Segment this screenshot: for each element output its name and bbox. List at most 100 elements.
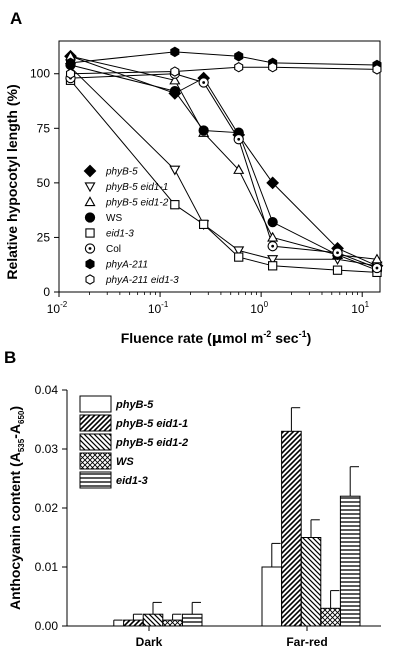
y-tick-label: 0.02 [35, 501, 59, 515]
legend-label: phyB-5 eid1-1 [105, 182, 168, 193]
legend-item-phyb-5-eid1-2: phyB-5 eid1-2 [79, 433, 188, 451]
legend-swatch [79, 471, 112, 489]
data-point [198, 125, 209, 136]
plot-frame [58, 40, 381, 293]
legend-item-col: Col [84, 243, 121, 255]
bar-phyb-5 [261, 566, 283, 627]
data-point [268, 261, 278, 271]
y-tick-label: 0.00 [35, 619, 59, 633]
legend: phyB-5 phyB-5 eid1-1 phyB-5 eid1-2 WS eid1-3 [79, 395, 188, 489]
legend-marker [84, 196, 96, 207]
data-point [65, 57, 76, 69]
y-axis: 0.00 0.01 0.02 0.03 0.04 [35, 383, 67, 633]
legend-label: phyB-5 [105, 167, 138, 178]
bar-group-far-red [261, 407, 361, 627]
legend-swatch [79, 433, 112, 451]
panel-b-letter: B [4, 348, 16, 367]
legend: phyB-5 phyB-5 eid1-1 phyB-5 eid1-2 WS eid1-3… [83, 164, 179, 286]
legend-marker [83, 164, 97, 178]
y-axis-title: Relative hypocotyl length (%) [4, 84, 20, 279]
data-point [268, 61, 278, 73]
data-point [170, 200, 180, 210]
legend-item-phya-211: phyA-211 [85, 258, 148, 271]
series-line [70, 51, 377, 66]
data-point [267, 241, 278, 252]
legend-label: WS [106, 213, 122, 224]
data-point [65, 68, 76, 79]
category-label: Far-red [286, 635, 327, 649]
series-group [64, 46, 384, 278]
bar-phyb-5-eid1-2 [142, 613, 164, 627]
bar-eid1-3 [181, 613, 203, 627]
legend-item-eid1-3: eid1-3 [79, 471, 148, 489]
y-axis-title: Anthocyanin content (A535-A650) [7, 406, 26, 610]
bar-phyb-5-eid1-1 [123, 619, 144, 627]
bar-ws [162, 619, 183, 627]
data-point [169, 74, 181, 85]
x-axis-title: Fluence rate (μmol m-2 sec-1) [121, 329, 312, 347]
series-phya-211 [70, 51, 377, 66]
data-point [234, 61, 244, 73]
y-tick-label: 50 [37, 176, 51, 190]
legend-swatch [79, 414, 112, 432]
bar-ws [320, 607, 341, 627]
data-point [233, 246, 245, 257]
legend-label: phyB-5 eid1-1 [115, 418, 188, 430]
data-point [332, 247, 343, 258]
category-label: Dark [136, 635, 163, 649]
legend-item-phyb-5: phyB-5 [83, 164, 138, 178]
data-point [169, 86, 180, 97]
panel-a-letter: A [10, 9, 22, 28]
data-point [198, 77, 209, 88]
legend-label: eid1-3 [106, 229, 134, 240]
data-point [233, 134, 244, 145]
data-point [267, 255, 279, 265]
legend-item-ws: WS [84, 212, 122, 224]
series-line [70, 66, 377, 75]
y-tick-label: 75 [37, 121, 51, 135]
series-phya-211-eid1-3 [70, 66, 377, 75]
data-point [372, 64, 382, 75]
data-point [266, 176, 280, 190]
legend-label: phyA-211 [105, 260, 148, 271]
y-tick-label: 0.04 [35, 383, 59, 397]
x-axis: 10-2 10-1 100 101 [47, 292, 370, 316]
bar-group-dark [113, 601, 203, 627]
x-tick-label: 101 [351, 300, 369, 316]
legend-label: eid1-3 [116, 475, 148, 487]
legend-item-phyb-5-eid1-1: phyB-5 eid1-1 [84, 182, 168, 193]
markers-phya-211-eid1-3 [65, 61, 382, 79]
data-point [233, 164, 245, 174]
data-point [170, 46, 180, 58]
x-tick-label: 10-2 [47, 300, 68, 316]
legend-marker [85, 228, 95, 238]
legend-label: WS [116, 456, 134, 468]
legend-item-phyb-5-eid1-2: phyB-5 eid1-2 [84, 196, 169, 209]
data-point [234, 252, 244, 262]
x-tick-label: 10-1 [148, 300, 169, 316]
bar-chart-panel: 0.000.010.020.030.04 Dark Far-red phyB-5p… [7, 383, 381, 649]
y-tick-label: 0.03 [35, 442, 59, 456]
legend-marker [84, 243, 96, 254]
legend-marker [85, 274, 95, 285]
legend-swatch [79, 395, 112, 413]
bar-phyb-5-eid1-1 [281, 430, 302, 627]
bars-group [113, 407, 361, 627]
x-tick-label: 100 [250, 300, 268, 316]
legend-label: phyB-5 eid1-2 [105, 198, 169, 209]
legend-marker [84, 182, 96, 193]
legend-item-phyb-5: phyB-5 [79, 395, 154, 413]
legend-marker [85, 258, 95, 270]
legend-item-ws: WS [79, 452, 134, 470]
y-tick-label: 0.01 [35, 560, 59, 574]
y-tick-label: 100 [30, 67, 50, 81]
legend-item-phyb-5-eid1-1: phyB-5 eid1-1 [79, 414, 188, 432]
bar-phyb-5-eid1-2 [300, 537, 322, 627]
bar-eid1-3 [339, 495, 361, 627]
legend-label: phyA-211 eid1-3 [105, 275, 179, 286]
data-point [267, 217, 278, 228]
data-point [170, 66, 180, 77]
category-labels: Dark Far-red [136, 626, 328, 649]
data-point [199, 219, 209, 229]
